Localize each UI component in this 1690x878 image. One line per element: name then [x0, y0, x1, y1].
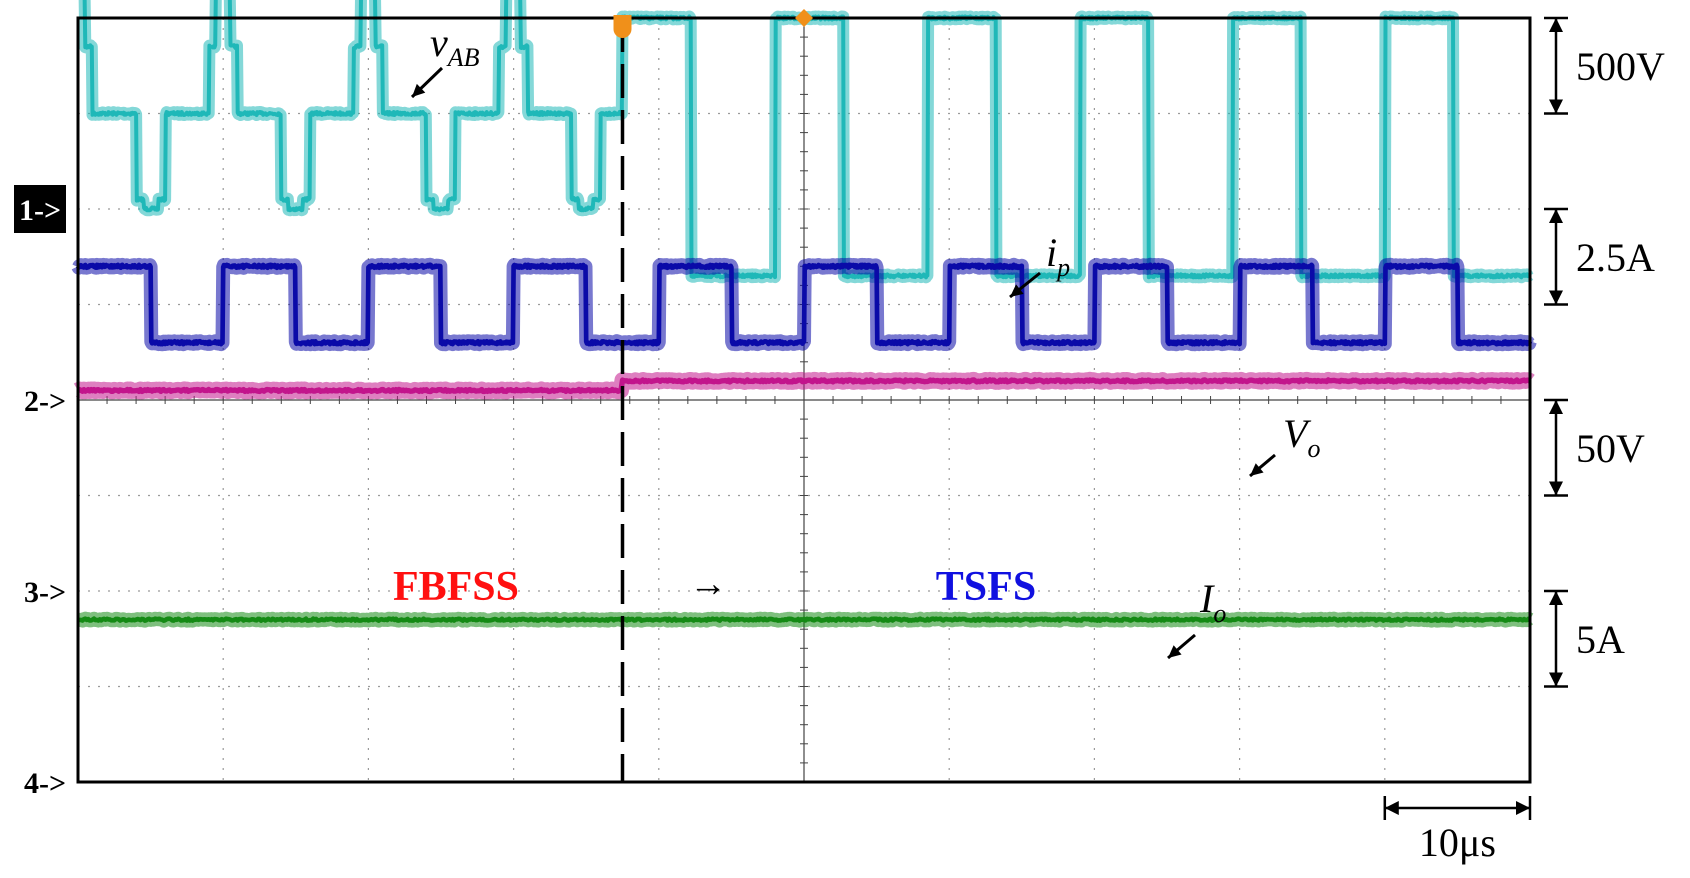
trigger-position-icon: [795, 9, 813, 27]
trigger-marker-icon: [613, 15, 632, 38]
channel-marker-bg: [14, 185, 66, 233]
scale-ch4-arrow-down: [1549, 672, 1563, 687]
label-vAB: vAB: [430, 20, 480, 72]
scale-ch1-arrow-up: [1549, 18, 1563, 32]
grid: [77, 17, 1531, 783]
scale-ch1-label: 500V: [1576, 44, 1665, 89]
channel-marker-label: 4->: [24, 767, 66, 800]
arrow-ip-head: [1010, 284, 1024, 297]
channel-marker-label: 2->: [24, 385, 66, 418]
waveform-Vo: [76, 377, 1532, 395]
mode-label-tsfs: TSFS: [936, 564, 1036, 610]
channel-marker-label: 3->: [24, 576, 66, 609]
time-scale-arrow-right: [1516, 801, 1530, 815]
channel-markers: 1-> 2-> 3-> 4->: [14, 185, 66, 800]
label-ip: ip: [1046, 230, 1070, 282]
scale-ch3-arrow-down: [1549, 481, 1563, 496]
annotations: vAB ip Vo Io FBFSS TSFS →: [393, 20, 1320, 660]
waveform-ip: [75, 262, 1533, 347]
scale-ch4-label: 5A: [1576, 617, 1625, 662]
scale-ch3-label: 50V: [1576, 426, 1645, 471]
scale-ch2-arrow-down: [1549, 290, 1563, 305]
label-Io: Io: [1199, 576, 1226, 628]
plot-frame: [76, 9, 1532, 784]
time-scale-label: 10μs: [1419, 820, 1496, 865]
scale-ch3-arrow-up: [1549, 400, 1563, 414]
transition-arrow: →: [689, 563, 727, 605]
scale-ch2-arrow-up: [1549, 209, 1563, 223]
scale-ch2-label: 2.5A: [1576, 235, 1655, 280]
time-scale-arrow-left: [1384, 801, 1399, 815]
channel-marker-label: 1->: [19, 194, 61, 227]
waveform-Io: [77, 616, 1532, 623]
arrow-vAB-head: [412, 83, 426, 97]
label-Vo: Vo: [1283, 411, 1320, 463]
scale-ch1-arrow-down: [1549, 99, 1563, 114]
scale-ch4-arrow-up: [1549, 591, 1563, 605]
scale-bars: 500V 2.5A 50V 5A 10μs: [1383, 16, 1665, 865]
mode-label-fbfss: FBFSS: [393, 564, 519, 610]
arrow-Io-head: [1168, 645, 1182, 658]
arrow-Vo-head: [1250, 463, 1264, 476]
